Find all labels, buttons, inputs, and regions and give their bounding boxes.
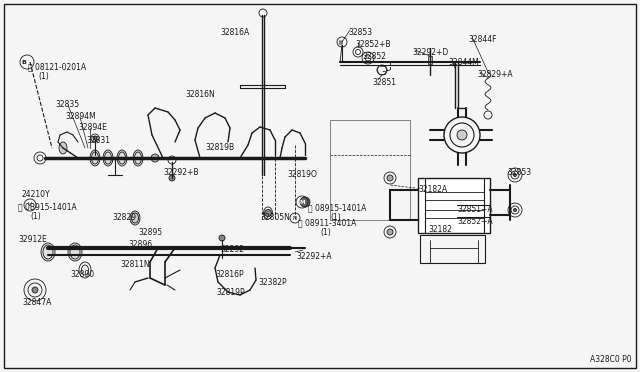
Text: 32292: 32292	[220, 245, 244, 254]
Text: (1): (1)	[320, 228, 331, 237]
Ellipse shape	[133, 150, 143, 166]
Text: 32852+A: 32852+A	[457, 217, 493, 226]
Text: 32851+A: 32851+A	[457, 205, 493, 214]
Text: Ⓟ 08915-1401A: Ⓟ 08915-1401A	[308, 203, 366, 212]
Circle shape	[513, 173, 516, 176]
Text: 32805N: 32805N	[260, 213, 290, 222]
Text: N: N	[293, 215, 297, 221]
Text: 32819B: 32819B	[205, 143, 234, 152]
Bar	[420, 235, 485, 263]
Circle shape	[32, 287, 38, 293]
Text: 32829+A: 32829+A	[477, 70, 513, 79]
Circle shape	[151, 154, 159, 162]
Text: 32896: 32896	[128, 240, 152, 249]
Text: 32292+D: 32292+D	[412, 48, 448, 57]
Circle shape	[513, 208, 516, 212]
Circle shape	[387, 229, 393, 235]
Text: 32894M: 32894M	[65, 112, 96, 121]
Bar	[428, 56, 432, 64]
Text: 32382P: 32382P	[258, 278, 287, 287]
Text: 32816P: 32816P	[215, 270, 244, 279]
Circle shape	[300, 197, 310, 207]
Text: 32292+A: 32292+A	[296, 252, 332, 261]
Text: 32844F: 32844F	[468, 35, 497, 44]
Ellipse shape	[130, 211, 140, 225]
Bar	[418, 178, 490, 233]
Text: A328C0 P0: A328C0 P0	[590, 355, 632, 364]
Text: 32851: 32851	[372, 78, 396, 87]
Text: 32895: 32895	[138, 228, 162, 237]
Text: 32829: 32829	[112, 213, 136, 222]
Text: 32819O: 32819O	[287, 170, 317, 179]
Text: 32819P: 32819P	[216, 288, 244, 297]
Text: 32853: 32853	[348, 28, 372, 37]
Bar	[330, 120, 410, 220]
Text: 32853: 32853	[507, 168, 531, 177]
Text: V: V	[28, 202, 32, 208]
Text: 32912E: 32912E	[18, 235, 47, 244]
Text: 32292+B: 32292+B	[163, 168, 198, 177]
Circle shape	[219, 235, 225, 241]
Text: Ⓝ 08911-3401A: Ⓝ 08911-3401A	[298, 218, 356, 227]
Ellipse shape	[68, 243, 82, 261]
Text: 24210Y: 24210Y	[22, 190, 51, 199]
Text: (1): (1)	[330, 213, 340, 222]
Text: 32894E: 32894E	[78, 123, 107, 132]
Circle shape	[93, 136, 97, 140]
Ellipse shape	[90, 150, 100, 166]
Text: 32852: 32852	[362, 52, 386, 61]
Text: M: M	[300, 199, 305, 205]
Circle shape	[169, 175, 175, 181]
Ellipse shape	[117, 150, 127, 166]
Text: 32847A: 32847A	[22, 298, 51, 307]
Text: 32182A: 32182A	[418, 185, 447, 194]
Circle shape	[264, 209, 271, 217]
Text: (1): (1)	[30, 212, 41, 221]
Text: B: B	[22, 61, 26, 65]
Text: Ⓟ 0B915-1401A: Ⓟ 0B915-1401A	[18, 202, 77, 211]
Text: 32182: 32182	[428, 225, 452, 234]
Circle shape	[457, 130, 467, 140]
Ellipse shape	[103, 150, 113, 166]
Text: 32816A: 32816A	[220, 28, 249, 37]
Text: 32816N: 32816N	[185, 90, 215, 99]
Circle shape	[387, 175, 393, 181]
Ellipse shape	[41, 243, 55, 261]
Text: 32811N: 32811N	[120, 260, 150, 269]
Text: 32852+B: 32852+B	[355, 40, 390, 49]
Text: 32890: 32890	[70, 270, 94, 279]
Text: 32835: 32835	[55, 100, 79, 109]
Text: Ⓑ 08121-0201A: Ⓑ 08121-0201A	[28, 62, 86, 71]
Ellipse shape	[59, 142, 67, 154]
Text: (1): (1)	[38, 72, 49, 81]
Text: 32844M: 32844M	[448, 58, 479, 67]
Text: 32831: 32831	[86, 136, 110, 145]
